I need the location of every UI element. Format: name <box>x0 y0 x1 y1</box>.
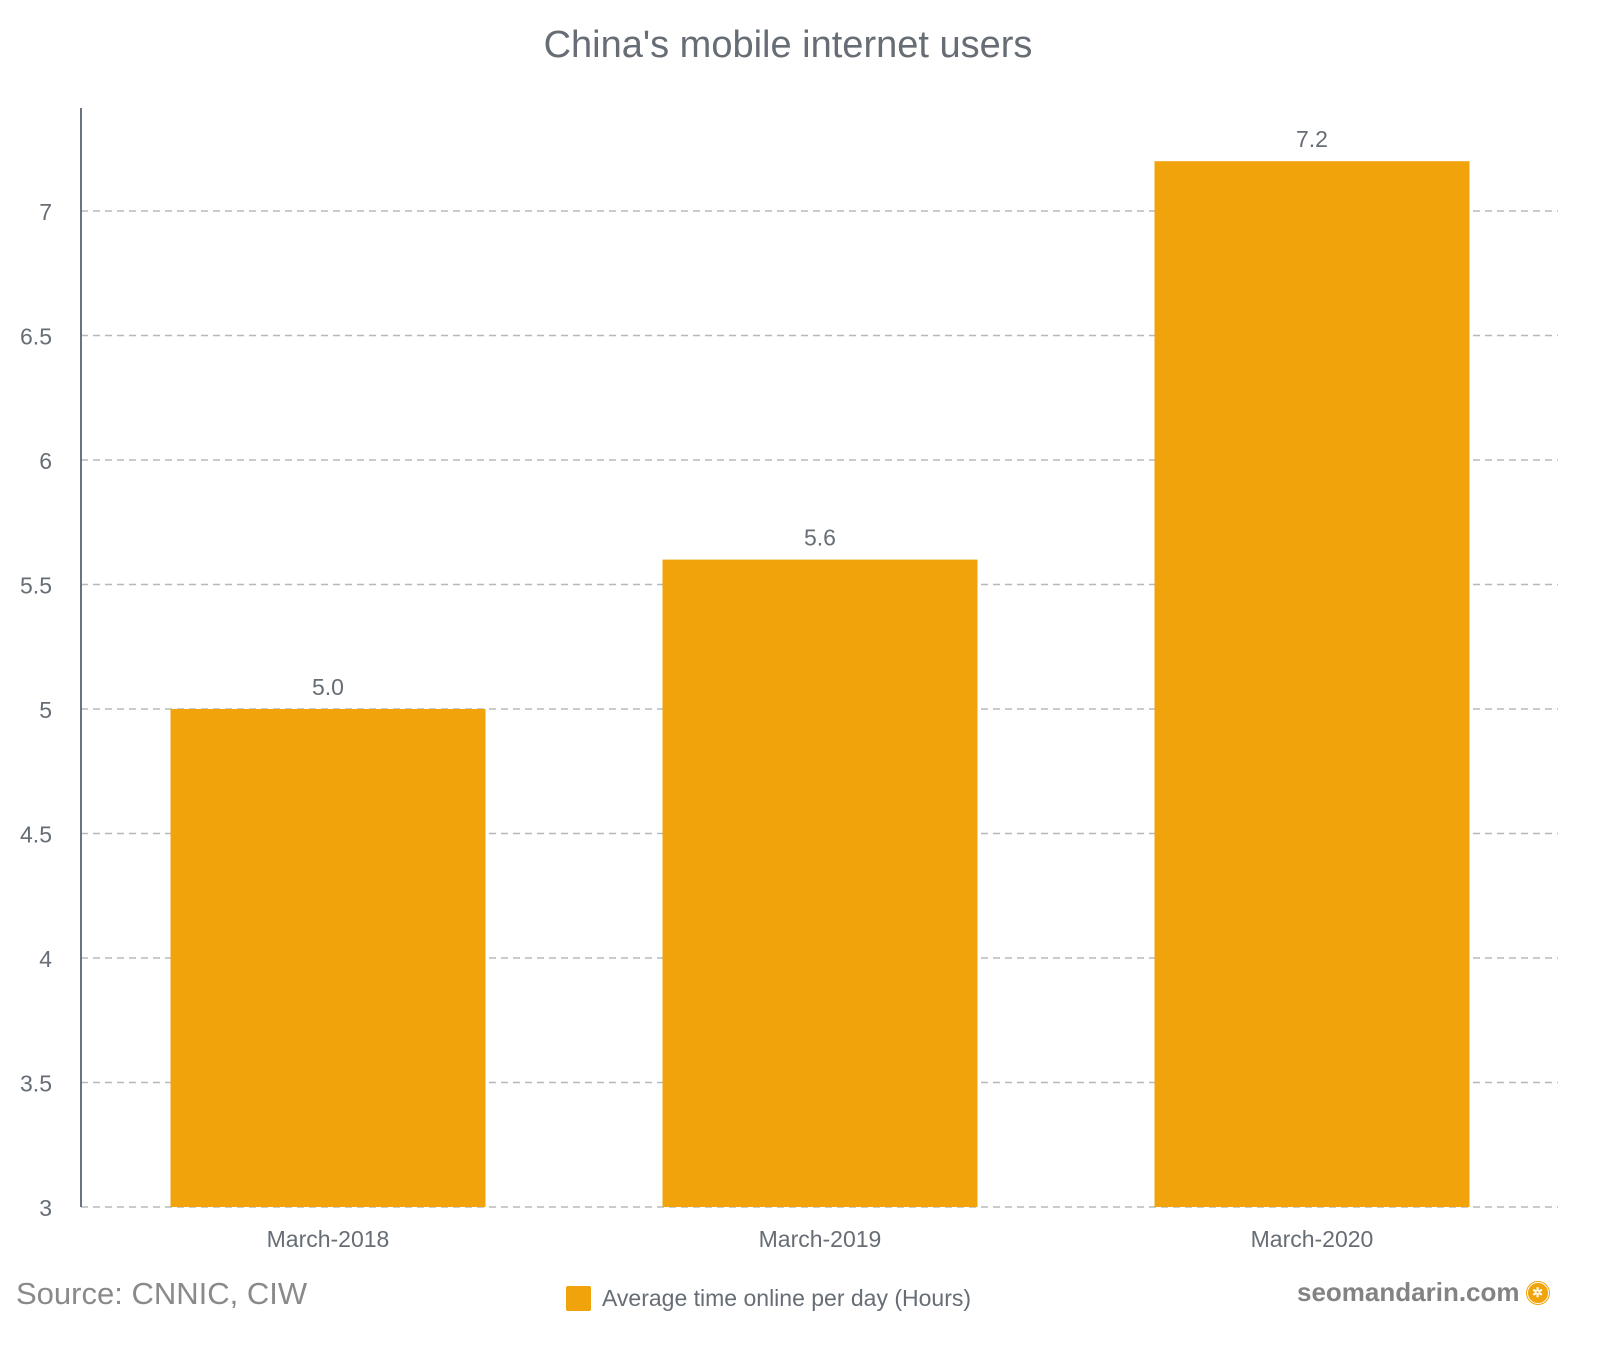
y-tick-label: 5 <box>39 697 52 723</box>
y-tick-label: 7 <box>39 199 52 225</box>
brand-text: seomandarin.com <box>1297 1277 1520 1307</box>
y-tick-label: 3 <box>39 1195 52 1221</box>
data-label: 5.6 <box>804 525 836 551</box>
x-tick-label: March-2019 <box>759 1226 882 1252</box>
data-label: 7.2 <box>1296 126 1328 152</box>
bar <box>662 559 978 1207</box>
source-note: Source: CNNIC, CIW <box>16 1276 308 1311</box>
mandarin-logo-icon: ✲ <box>1526 1281 1549 1304</box>
x-tick-label: March-2020 <box>1251 1226 1374 1252</box>
y-tick-label: 3.5 <box>20 1071 52 1097</box>
data-label: 5.0 <box>312 674 344 700</box>
chart-title: China's mobile internet users <box>543 24 1033 66</box>
bar <box>1154 161 1470 1208</box>
y-tick-label: 4 <box>39 946 52 972</box>
legend-label: Average time online per day (Hours) <box>602 1285 972 1311</box>
x-tick-label: March-2018 <box>267 1226 390 1252</box>
y-tick-label: 5.5 <box>20 573 52 599</box>
y-tick-label: 6 <box>39 448 52 474</box>
y-tick-label: 4.5 <box>20 822 52 848</box>
legend: Average time online per day (Hours) <box>566 1285 971 1312</box>
y-tick-label: 6.5 <box>20 324 52 350</box>
brand-logo: seomandarin.com ✲ <box>1297 1277 1549 1308</box>
bar <box>170 709 486 1207</box>
legend-swatch <box>566 1286 591 1311</box>
